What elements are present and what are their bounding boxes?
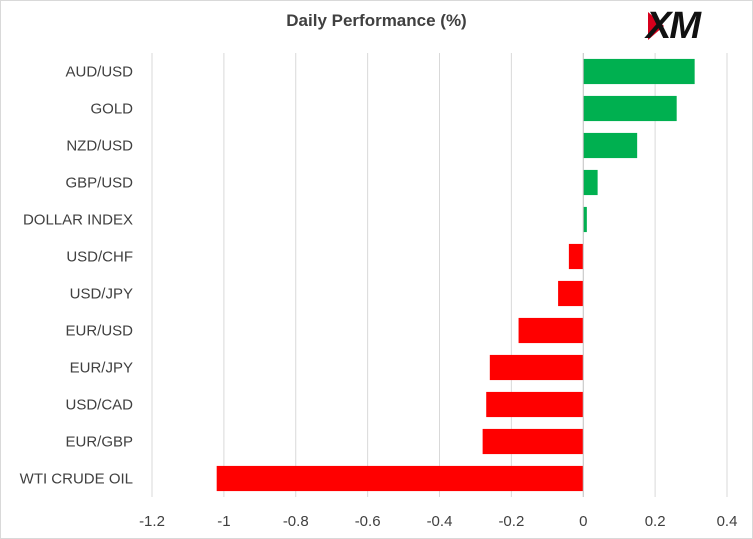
logo-mark-icon xyxy=(648,12,664,40)
category-label: AUD/USD xyxy=(65,64,133,81)
x-tick-labels: -1.2 -1 -0.8 -0.6 -0.4 -0.2 0 0.2 0.4 xyxy=(139,513,737,530)
bar xyxy=(558,280,584,307)
category-label: EUR/GBP xyxy=(65,434,133,451)
category-label: NZD/USD xyxy=(66,138,133,155)
x-tick-label: -0.8 xyxy=(283,513,309,530)
x-tick-label: -0.4 xyxy=(427,513,453,530)
x-tick-label: -0.2 xyxy=(498,513,524,530)
bar xyxy=(482,428,584,455)
x-tick-label: -0.6 xyxy=(355,513,381,530)
logo-text: XM xyxy=(646,5,701,47)
category-label: EUR/USD xyxy=(65,323,133,340)
x-tick-label: -1 xyxy=(217,513,230,530)
category-label: USD/CAD xyxy=(65,397,133,414)
xm-logo: XM xyxy=(646,5,744,50)
bar xyxy=(583,169,598,196)
bar xyxy=(518,317,584,344)
bar xyxy=(216,465,584,492)
chart-title: Daily Performance (%) xyxy=(286,11,467,30)
category-label: USD/JPY xyxy=(70,286,133,303)
category-label: WTI CRUDE OIL xyxy=(20,471,133,488)
category-label: USD/CHF xyxy=(66,249,133,266)
bar xyxy=(568,243,584,270)
x-tick-label: 0.4 xyxy=(717,513,738,530)
bar xyxy=(583,95,677,122)
bar xyxy=(583,206,587,233)
bar xyxy=(583,132,638,159)
bar xyxy=(486,391,584,418)
gridlines xyxy=(151,53,728,497)
x-tick-label: -1.2 xyxy=(139,513,165,530)
bar xyxy=(583,58,695,85)
category-label: GBP/USD xyxy=(65,175,133,192)
bars xyxy=(216,58,695,492)
x-tick-label: 0 xyxy=(579,513,587,530)
bar xyxy=(489,354,584,381)
category-label: DOLLAR INDEX xyxy=(23,212,133,229)
x-tick-label: 0.2 xyxy=(645,513,666,530)
category-labels: AUD/USD GOLD NZD/USD GBP/USD DOLLAR INDEX USD… xyxy=(20,64,134,488)
category-label: EUR/JPY xyxy=(70,360,133,377)
category-label: GOLD xyxy=(90,101,133,118)
